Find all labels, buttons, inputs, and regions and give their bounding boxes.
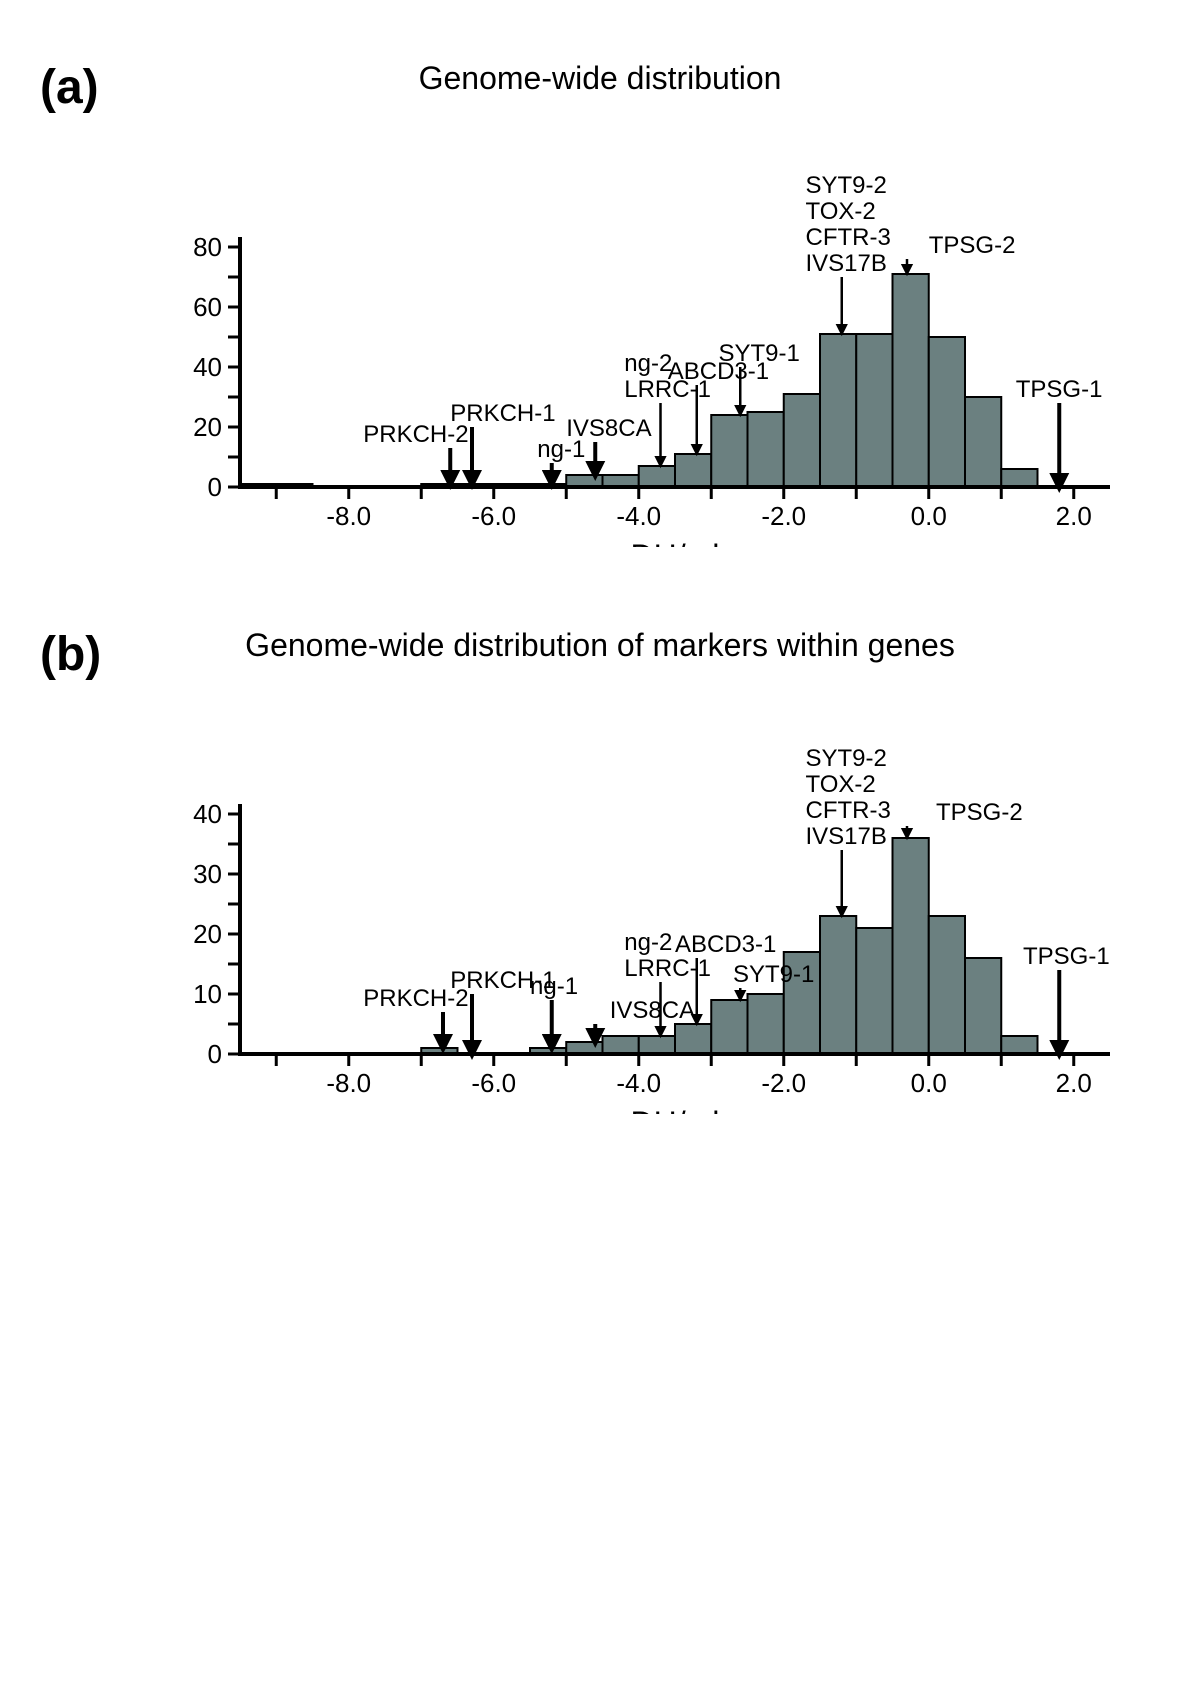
bar	[820, 334, 856, 487]
x-tick-label: -4.0	[616, 501, 661, 531]
panel-title-b: Genome-wide distribution of markers with…	[40, 627, 1160, 664]
annotation-label: TOX-2	[806, 771, 876, 798]
x-tick-label: 0.0	[911, 501, 947, 531]
bar	[929, 916, 965, 1054]
bar	[965, 958, 1001, 1054]
bar	[1001, 1036, 1037, 1054]
x-tick-label: 2.0	[1056, 501, 1092, 531]
panel-letter-a: (a)	[40, 60, 99, 115]
x-tick-label: 0.0	[911, 1068, 947, 1098]
bar	[820, 916, 856, 1054]
bar	[856, 334, 892, 487]
bar	[893, 838, 929, 1054]
bar	[639, 1036, 675, 1054]
y-tick-label: 20	[193, 919, 222, 949]
y-tick-label: 60	[193, 292, 222, 322]
annotation-label: TPSG-1	[1023, 943, 1110, 970]
annotation-label: TPSG-1	[1016, 376, 1103, 403]
annotation-label: SYT9-2	[806, 172, 887, 199]
annotation-label: IVS17B	[806, 250, 887, 277]
x-tick-label: -6.0	[471, 501, 516, 531]
x-tick-label: 2.0	[1056, 1068, 1092, 1098]
bar	[711, 1000, 747, 1054]
annotation-label: CFTR-3	[806, 797, 891, 824]
annotation-label: IVS8CA	[566, 415, 651, 442]
x-axis-label: DH/sd	[631, 1105, 720, 1114]
bar	[711, 415, 747, 487]
y-tick-label: 30	[193, 859, 222, 889]
x-tick-label: -6.0	[471, 1068, 516, 1098]
bar	[748, 994, 784, 1054]
bar	[748, 412, 784, 487]
bar	[603, 1036, 639, 1054]
x-axis-label: DH/sd	[631, 538, 720, 547]
chart-a-wrap: -8.0 -6.0 -4.0 -2.0 0.0 2.0 0 20 40 60 80 DH/sd PRKC…	[160, 107, 1160, 547]
bar	[675, 454, 711, 487]
panel-letter-b: (b)	[40, 627, 101, 682]
y-tick-label: 40	[193, 799, 222, 829]
y-tick-label: 40	[193, 352, 222, 382]
annotation-label: TPSG-2	[936, 799, 1023, 826]
bar	[675, 1024, 711, 1054]
chart-b-wrap: -8.0-6.0-4.0-2.00.02.0010203040DH/sdPRKC…	[160, 674, 1160, 1114]
annotation-label: TPSG-2	[929, 232, 1016, 259]
x-tick-label: -8.0	[326, 1068, 371, 1098]
annotation-label: SYT9-1	[719, 340, 800, 367]
y-tick-label: 0	[208, 1039, 222, 1069]
x-tick-label: -2.0	[761, 1068, 806, 1098]
bar	[1001, 469, 1037, 487]
y-tick-label: 10	[193, 979, 222, 1009]
bar	[965, 397, 1001, 487]
y-tick-label: 80	[193, 232, 222, 262]
annotation-label: ng-2	[624, 929, 672, 956]
bar	[929, 337, 965, 487]
chart-b: -8.0-6.0-4.0-2.00.02.0010203040DH/sdPRKC…	[160, 674, 1140, 1114]
bar	[784, 394, 820, 487]
chart-a: -8.0 -6.0 -4.0 -2.0 0.0 2.0 0 20 40 60 80 DH/sd PRKC…	[160, 107, 1140, 547]
y-tick-label: 0	[208, 472, 222, 502]
x-tick-label: -2.0	[761, 501, 806, 531]
annotation-label: IVS8CA	[610, 997, 695, 1024]
panel-b: (b) Genome-wide distribution of markers …	[40, 627, 1160, 1114]
bar	[639, 466, 675, 487]
bar	[856, 928, 892, 1054]
annotation-label: TOX-2	[806, 198, 876, 225]
annotation-label: SYT9-2	[806, 745, 887, 772]
panel-a: (a) Genome-wide distribution -8.0 -6.0 -4.…	[40, 60, 1160, 547]
y-tick-label: 20	[193, 412, 222, 442]
annotation-label: ABCD3-1	[675, 931, 776, 958]
annotation-label: PRKCH-1	[450, 400, 555, 427]
annotation-label: SYT9-1	[733, 961, 814, 988]
annotation-label: ng-2	[624, 350, 672, 377]
panel-title-a: Genome-wide distribution	[40, 60, 1160, 97]
x-tick-label: -8.0	[326, 501, 371, 531]
annotation-label: ng-1	[530, 973, 578, 1000]
bar	[893, 274, 929, 487]
annotation-label: IVS17B	[806, 823, 887, 850]
x-tick-label: -4.0	[616, 1068, 661, 1098]
annotation-label: CFTR-3	[806, 224, 891, 251]
